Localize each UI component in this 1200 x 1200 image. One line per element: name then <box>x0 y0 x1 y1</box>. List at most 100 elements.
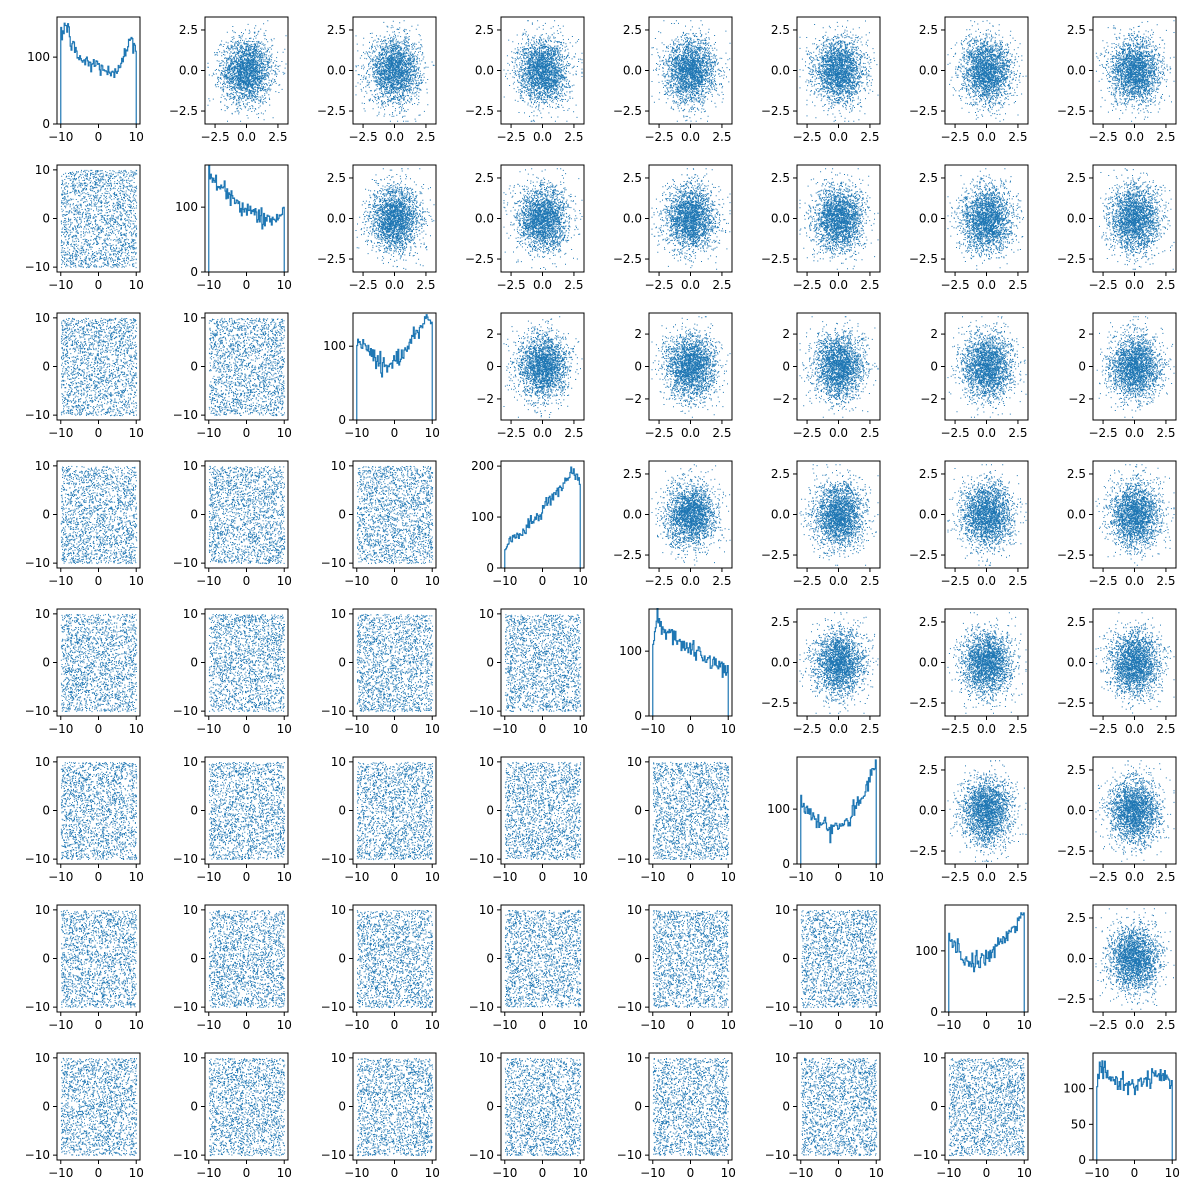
y-tick-label: 10 <box>183 1051 198 1065</box>
x-tick-label: 0.0 <box>1125 1018 1144 1032</box>
x-tick-label: 2.5 <box>860 278 879 292</box>
y-tick-label: 0.0 <box>1067 656 1086 670</box>
y-tick-label: 0 <box>42 360 50 374</box>
y-tick-label: −10 <box>173 408 198 422</box>
y-tick-label: 0.0 <box>919 508 938 522</box>
x-tick-label: −10 <box>196 1018 221 1032</box>
x-tick-label: 0 <box>95 278 103 292</box>
y-tick-label: 0.0 <box>1067 64 1086 78</box>
y-tick-label: −2.5 <box>317 104 346 118</box>
y-tick-label: −10 <box>469 704 494 718</box>
y-tick-label: 10 <box>183 311 198 325</box>
x-tick-label: 0 <box>835 1166 843 1180</box>
panel-r4-c7: −2.5 0.0 2.5 −2.5 0.0 2.5 <box>1057 608 1177 736</box>
scatter-points <box>948 1057 1026 1157</box>
x-tick-label: 0 <box>983 1018 991 1032</box>
scatter-points <box>503 316 583 418</box>
x-tick-label: 0.0 <box>681 574 700 588</box>
scatter-points <box>651 20 731 122</box>
y-tick-label: 0 <box>42 656 50 670</box>
x-tick-label: −10 <box>788 870 813 884</box>
panel-r5-c7: −2.5 0.0 2.5 −2.5 0.0 2.5 <box>1057 756 1177 884</box>
x-tick-label: 10 <box>129 870 144 884</box>
x-tick-label: 2.5 <box>860 722 879 736</box>
y-tick-label: −2.5 <box>1057 844 1086 858</box>
axes-frame <box>204 904 289 1013</box>
y-tick-label: 10 <box>331 1051 346 1065</box>
x-tick-label: −10 <box>344 1018 369 1032</box>
y-tick-label: 0 <box>634 952 642 966</box>
x-tick-label: 0 <box>95 722 103 736</box>
panel-r7-c5: −10 0 10 −10 0 10 <box>765 1051 884 1180</box>
panel-r6-c1: −10 0 10 −10 0 10 <box>173 903 292 1032</box>
scatter-points <box>208 761 286 860</box>
panel-r4-c1: −10 0 10 −10 0 10 <box>173 607 292 736</box>
y-tick-label: 0 <box>42 212 50 226</box>
y-tick-label: 10 <box>479 1051 494 1065</box>
panel-r1-c6: −2.5 0.0 2.5 −2.5 0.0 2.5 <box>909 164 1029 292</box>
y-tick-label: 10 <box>775 903 790 917</box>
panel-r7-c6: −10 0 10 −10 0 10 <box>913 1051 1032 1180</box>
x-tick-label: 2.5 <box>1156 278 1175 292</box>
y-tick-label: 2.5 <box>327 23 346 37</box>
panel-r2-c5: −2.5 0.0 2.5 −2 0 2 <box>772 312 881 440</box>
x-tick-label: 0 <box>835 1018 843 1032</box>
x-tick-label: 0.0 <box>1125 130 1144 144</box>
panel-r6-c0: −10 0 10 −10 0 10 <box>25 903 144 1032</box>
y-tick-label: −10 <box>173 852 198 866</box>
x-tick-label: 2.5 <box>1156 1018 1175 1032</box>
y-tick-label: −10 <box>321 1000 346 1014</box>
y-tick-label: 2.5 <box>919 171 938 185</box>
y-tick-label: 0 <box>338 952 346 966</box>
y-tick-label: 0.0 <box>771 656 790 670</box>
y-tick-label: 10 <box>331 755 346 769</box>
x-tick-label: 10 <box>869 1018 884 1032</box>
y-tick-label: 0.0 <box>1067 804 1086 818</box>
x-tick-label: −2.5 <box>644 574 673 588</box>
y-tick-label: −10 <box>25 1000 50 1014</box>
x-tick-label: −2.5 <box>1088 278 1117 292</box>
scatter-points <box>800 909 878 1009</box>
panel-r2-c4: −2.5 0.0 2.5 −2 0 2 <box>624 312 733 440</box>
x-tick-label: 10 <box>425 426 440 440</box>
x-tick-label: 10 <box>425 870 440 884</box>
scatter-points <box>652 910 730 1009</box>
y-tick-label: −2.5 <box>909 252 938 266</box>
y-tick-label: 2.5 <box>1067 763 1086 777</box>
scatter-points <box>799 20 879 122</box>
y-tick-label: 0 <box>486 804 494 818</box>
scatter-points <box>1096 316 1175 418</box>
y-tick-label: −2.5 <box>761 548 790 562</box>
panel-r3-c5: −2.5 0.0 2.5 −2.5 0.0 2.5 <box>761 460 881 588</box>
x-tick-label: −10 <box>344 722 369 736</box>
scatter-points <box>207 20 287 122</box>
y-tick-label: −10 <box>25 1148 50 1162</box>
y-tick-label: −2.5 <box>613 252 642 266</box>
x-tick-label: 0 <box>539 870 547 884</box>
y-tick-label: 10 <box>35 163 50 177</box>
y-tick-label: 10 <box>183 755 198 769</box>
x-tick-label: 0 <box>95 870 103 884</box>
y-tick-label: 10 <box>627 903 642 917</box>
y-tick-label: 0 <box>930 1005 938 1019</box>
y-tick-label: 2.5 <box>1067 23 1086 37</box>
y-tick-label: 0.0 <box>475 64 494 78</box>
y-tick-label: 0 <box>634 1100 642 1114</box>
panel-r2-c0: −10 0 10 −10 0 10 <box>25 311 144 440</box>
y-tick-label: −2.5 <box>1057 696 1086 710</box>
x-tick-label: −10 <box>492 870 517 884</box>
y-tick-label: 0.0 <box>771 64 790 78</box>
y-tick-label: 0.0 <box>1067 508 1086 522</box>
x-tick-label: 2.5 <box>1156 130 1175 144</box>
scatter-points <box>651 168 731 270</box>
y-tick-label: 0.0 <box>623 64 642 78</box>
y-tick-label: 100 <box>1063 1082 1086 1096</box>
y-tick-label: 50 <box>1071 1117 1086 1131</box>
x-tick-label: −10 <box>492 1166 517 1180</box>
y-tick-label: 10 <box>331 459 346 473</box>
y-tick-label: 0 <box>42 117 50 131</box>
y-tick-label: 0.0 <box>1067 952 1086 966</box>
x-tick-label: 0 <box>687 722 695 736</box>
